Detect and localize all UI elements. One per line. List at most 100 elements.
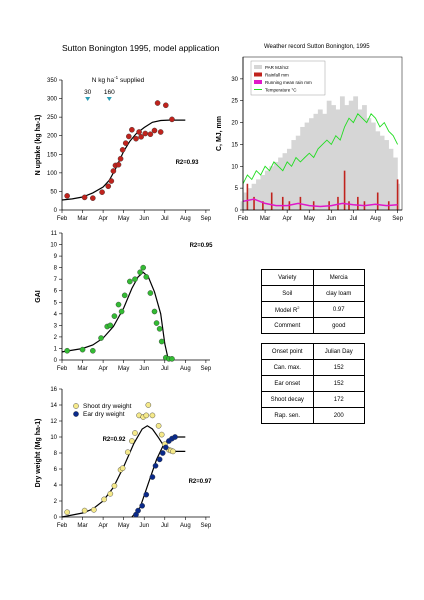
- n-uptake-x-tick-label: Apr: [98, 216, 107, 222]
- table-cell: 172: [312, 391, 365, 408]
- gai-point: [151, 308, 158, 315]
- weather-y-axis-label: C, MJ, mm: [216, 116, 223, 151]
- rainfall-bar: [357, 196, 359, 210]
- gai-x-tick-label: May: [118, 366, 129, 372]
- rainfall-bar: [343, 170, 346, 210]
- weather-legend-entry: Temperature °C: [265, 88, 297, 93]
- crop-info-table: Variety Mercia Soil clay loam Model R2 0.97…: [261, 269, 365, 334]
- shoot-point: [119, 465, 126, 472]
- table-row: Comment good: [261, 317, 365, 334]
- gai-point: [118, 308, 125, 315]
- gai-y-axis-label: GAI: [35, 290, 42, 303]
- gai-point: [158, 338, 165, 345]
- table-cell: Onset point: [261, 343, 314, 360]
- n-uptake-point: [110, 168, 117, 174]
- dry-weight-y-tick-label: 14: [50, 403, 57, 409]
- weather-y-tick-label: 5: [235, 186, 239, 192]
- table-cell: 152: [312, 359, 365, 376]
- ear-point: [135, 507, 141, 514]
- rainfall-bar: [348, 201, 350, 210]
- n-uptake-point: [157, 129, 164, 135]
- par-bar: [313, 113, 319, 210]
- gai-point: [156, 326, 163, 332]
- gai-point: [132, 276, 138, 282]
- par-bar: [260, 175, 266, 210]
- table-cell: Soil: [261, 285, 314, 302]
- rainfall-bar: [376, 192, 379, 210]
- n-uptake-point: [163, 102, 169, 109]
- table-cell: Model R2: [261, 301, 314, 318]
- table-row: Can. max. 152: [261, 359, 365, 376]
- table-row: Rap. sen. 200: [261, 407, 365, 424]
- dry-weight-y-tick-label: 0: [54, 515, 58, 521]
- par-bar: [291, 140, 297, 210]
- gai-point: [137, 269, 143, 276]
- dry-weight-y-tick-label: 16: [50, 387, 57, 393]
- table-cell: Comment: [261, 317, 314, 334]
- par-bar: [348, 100, 354, 210]
- n-uptake-point: [64, 193, 70, 199]
- n-uptake-point: [151, 127, 158, 134]
- dry-weight-x-tick-label: Feb: [57, 523, 68, 529]
- n-uptake-point: [105, 183, 112, 190]
- shoot-point: [170, 448, 176, 455]
- shoot-point: [91, 506, 97, 513]
- n-uptake-x-tick-label: Sep: [201, 216, 212, 222]
- par-bar: [269, 166, 275, 210]
- n-uptake-x-tick-label: Mar: [77, 216, 87, 222]
- par-bar: [278, 157, 283, 210]
- shoot-point: [124, 449, 131, 456]
- weather-legend-box: [250, 60, 326, 96]
- gai-y-tick-label: 6: [54, 289, 58, 295]
- n-uptake-point: [129, 126, 135, 133]
- model-r-label: Model R: [274, 308, 298, 314]
- n-uptake-point: [136, 129, 142, 135]
- n-application-label: 160: [104, 89, 115, 96]
- n-uptake-point: [119, 147, 126, 153]
- dry-weight-y-tick-label: 4: [54, 483, 58, 489]
- shoot-point: [64, 509, 70, 516]
- dry-weight-x-tick-label: Apr: [98, 523, 107, 529]
- gai-r2-label: R2=0.95: [190, 243, 214, 249]
- shoot-point: [81, 507, 88, 514]
- rainfall-bar: [270, 192, 273, 210]
- n-uptake-y-tick-label: 200: [47, 134, 58, 140]
- n-uptake-point: [108, 178, 115, 184]
- n-uptake-point: [99, 189, 105, 195]
- weather-legend-swatch: [254, 80, 262, 84]
- ear-point: [149, 474, 156, 480]
- table-cell: clay loam: [312, 285, 365, 302]
- weather-legend-swatch: [254, 72, 262, 77]
- n-uptake-y-tick-label: 350: [47, 78, 58, 84]
- n-application-label: 30: [84, 89, 92, 96]
- n-uptake-point: [138, 134, 144, 140]
- gai-point: [147, 290, 154, 296]
- gai-y-tick-label: 4: [54, 312, 58, 318]
- running-mean-line: [242, 198, 398, 208]
- gai-model-line: [61, 271, 174, 360]
- dry-weight-legend-marker: [73, 403, 79, 409]
- par-bar: [375, 131, 381, 210]
- table-cell: Shoot decay: [261, 391, 314, 408]
- rainfall-bar: [396, 179, 399, 210]
- dry-weight-x-tick-label: Jul: [161, 523, 169, 529]
- n-uptake-model-line: [61, 119, 186, 201]
- gai-point: [90, 347, 96, 354]
- table-cell: Mercia: [312, 269, 365, 286]
- n-uptake-point: [142, 130, 149, 137]
- rainfall-bar: [253, 196, 255, 210]
- table-cell: 152: [312, 375, 365, 392]
- dry-weight-y-tick-label: 12: [50, 419, 57, 425]
- table-row: Variety Mercia: [261, 269, 365, 286]
- shoot-point: [107, 490, 114, 497]
- table-cell: Can. max.: [261, 359, 314, 376]
- weather-x-tick-label: Jun: [326, 216, 336, 222]
- shoot-point: [155, 422, 162, 429]
- n-uptake-point: [154, 100, 161, 106]
- gai-y-tick-label: 7: [54, 277, 58, 283]
- ear-r2-label: R2=0.97: [189, 479, 213, 485]
- gai-point: [115, 301, 122, 308]
- gai-y-tick-label: 8: [54, 266, 58, 272]
- gai-point: [111, 313, 118, 319]
